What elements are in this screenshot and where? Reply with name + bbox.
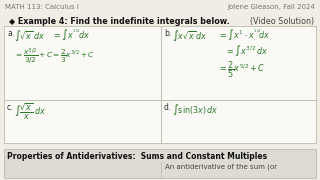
Text: $= \int x^{^{1/2}}\! dx$: $= \int x^{^{1/2}}\! dx$	[52, 28, 90, 43]
Text: $\int x\sqrt{x}\, dx$: $\int x\sqrt{x}\, dx$	[172, 28, 208, 43]
Text: Properties of Antiderivatives:  Sums and Constant Multiples: Properties of Antiderivatives: Sums and …	[7, 152, 267, 161]
Text: An antiderivative of the sum (or: An antiderivative of the sum (or	[165, 164, 277, 170]
Text: $= \dfrac{x^{3/2}}{3/2} + C = \dfrac{2}{3}x^{3/2}+C$: $= \dfrac{x^{3/2}}{3/2} + C = \dfrac{2}{…	[14, 46, 95, 66]
Text: ◆ Example 4: Find the indefinite integrals below.: ◆ Example 4: Find the indefinite integra…	[9, 17, 230, 26]
Text: d.: d.	[164, 103, 171, 112]
Bar	[4, 26, 161, 100]
Bar	[4, 149, 316, 178]
Text: a.: a.	[7, 29, 14, 38]
Text: MATH 113: Calculus I: MATH 113: Calculus I	[5, 4, 79, 10]
Bar	[161, 26, 316, 100]
Text: $\int \sqrt{x}\, dx$: $\int \sqrt{x}\, dx$	[14, 28, 45, 43]
Text: $= \int x^{3/2}\, dx$: $= \int x^{3/2}\, dx$	[225, 43, 268, 58]
Bar	[161, 100, 316, 143]
Text: Jolene Gleason, Fall 2024: Jolene Gleason, Fall 2024	[227, 4, 315, 10]
Text: (Video Solution): (Video Solution)	[250, 17, 314, 26]
Text: $\int \dfrac{\sqrt{x}}{x}\, dx$: $\int \dfrac{\sqrt{x}}{x}\, dx$	[14, 102, 46, 122]
Text: $= \int x^1 \cdot x^{^{1/2}}\! dx$: $= \int x^1 \cdot x^{^{1/2}}\! dx$	[218, 28, 271, 43]
Bar	[4, 100, 161, 143]
Text: b.: b.	[164, 29, 171, 38]
Text: c.: c.	[7, 103, 13, 112]
Text: $= \dfrac{2}{5}x^{5/2} + C$: $= \dfrac{2}{5}x^{5/2} + C$	[218, 59, 266, 80]
Text: $\int \sin(3x)\, dx$: $\int \sin(3x)\, dx$	[172, 102, 219, 117]
